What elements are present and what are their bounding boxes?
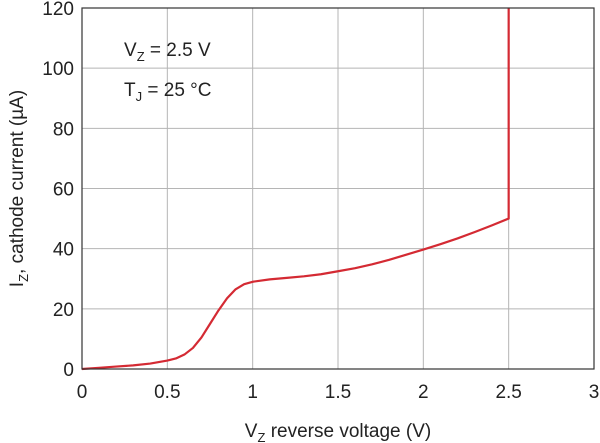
x-axis-title: VZ reverse voltage (V) [245, 421, 431, 443]
y-tick-label: 120 [42, 0, 74, 20]
x-tick-label: 1.5 [325, 382, 351, 403]
x-tick-label: 2.5 [495, 382, 521, 403]
annotation-1: VZ = 2.5 V [124, 40, 211, 64]
y-axis-title: IZ, cathode current (µA) [7, 90, 31, 287]
x-tick-label: 2 [418, 382, 429, 403]
x-tick-label: 0.5 [154, 382, 180, 403]
series-layer [81, 8, 510, 371]
x-tick-label: 1 [247, 382, 258, 403]
annotation-2: TJ = 25 °C [124, 80, 212, 104]
axis-titles: VZ reverse voltage (V) IZ, cathode curren… [7, 90, 431, 443]
x-tick-label: 3 [589, 382, 600, 403]
plot-frame [81, 7, 595, 370]
y-tick-label: 60 [53, 180, 74, 201]
y-tick-label: 20 [53, 300, 74, 321]
x-tick-label: 0 [77, 382, 88, 403]
y-tick-label: 100 [42, 59, 74, 80]
ticks: 0 0.5 1 1.5 2 2.5 3 0 20 40 60 80 100 120 [42, 0, 599, 403]
grid [81, 7, 595, 370]
series-line [81, 8, 510, 371]
y-tick-label: 80 [53, 119, 74, 140]
annotations: VZ = 2.5 V TJ = 25 °C [124, 40, 212, 104]
y-tick-label: 0 [63, 360, 74, 381]
y-tick-label: 40 [53, 240, 74, 261]
